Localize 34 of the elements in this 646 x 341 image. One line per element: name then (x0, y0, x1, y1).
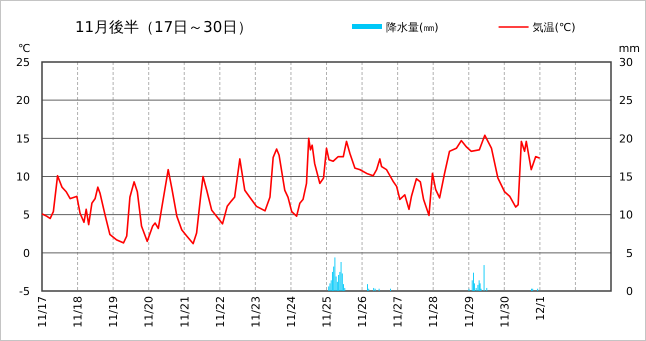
y2-tick-label: 20 (619, 132, 633, 146)
x-tick-label: 11/21 (178, 296, 192, 328)
x-tick-label: 11/22 (214, 296, 227, 328)
x-tick-label: 11/19 (107, 296, 120, 328)
y-tick-label: 10 (16, 170, 30, 184)
legend-label: 降水量(㎜) (386, 21, 439, 34)
y2-tick-label: 10 (619, 208, 633, 222)
x-tick-label: 11/26 (356, 296, 370, 328)
x-tick-label: 11/20 (142, 296, 156, 328)
y2-tick-label: 0 (626, 285, 633, 298)
y-tick-label: 5 (23, 208, 30, 222)
x-tick-label: 12/1 (534, 296, 547, 321)
y-tick-label: 0 (23, 246, 30, 260)
y2-tick-label: 30 (619, 56, 633, 69)
y2-tick-label: 25 (619, 94, 633, 108)
x-tick-label: 11/24 (284, 296, 298, 328)
x-tick-label: 11/17 (36, 296, 49, 328)
chart-title: 11月後半（17日～30日） (75, 18, 252, 36)
legend-label: 気温(℃) (532, 21, 576, 34)
y-tick-label: 25 (16, 56, 30, 69)
x-tick-label: 11/18 (72, 296, 85, 328)
y-tick-label: 15 (16, 132, 30, 146)
y2-axis-title: mm (618, 42, 640, 55)
x-tick-label: 11/28 (427, 296, 440, 328)
x-tick-label: 11/27 (392, 296, 405, 328)
x-tick-label: 11/30 (498, 296, 512, 328)
y2-tick-label: 5 (626, 246, 633, 260)
x-tick-label: 11/29 (462, 296, 476, 328)
y-axis-title: ℃ (18, 42, 30, 55)
y-tick-label: 20 (16, 94, 30, 108)
x-tick-label: 11/23 (249, 296, 262, 328)
y-tick-label: -5 (19, 285, 30, 298)
y2-tick-label: 15 (619, 170, 633, 184)
x-tick-label: 11/25 (320, 296, 334, 328)
